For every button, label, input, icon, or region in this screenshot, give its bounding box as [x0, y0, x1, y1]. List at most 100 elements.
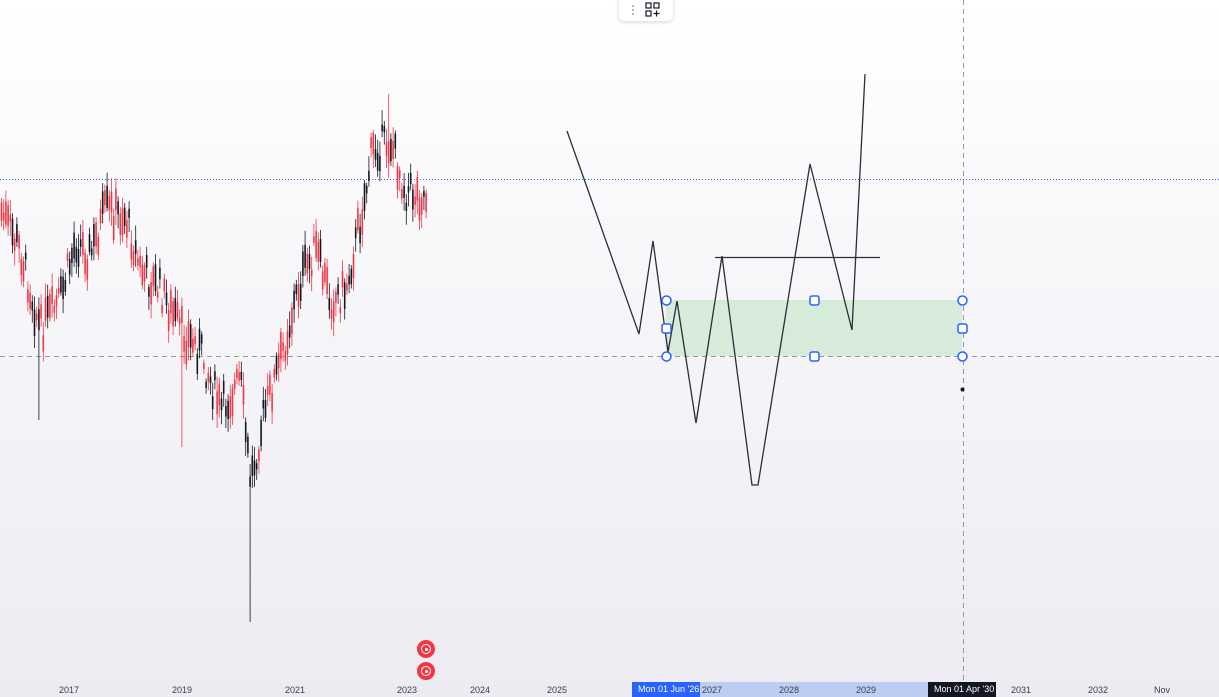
candle-body: [297, 284, 300, 308]
candle-body: [165, 292, 168, 306]
candle-body: [295, 284, 298, 295]
candle-body: [363, 183, 366, 211]
candle-body: [341, 271, 344, 288]
candle-body: [288, 325, 291, 338]
candle-body: [156, 291, 159, 298]
candle-body: [401, 189, 403, 199]
crosshair-point: [960, 387, 965, 392]
candle-body: [218, 384, 221, 406]
candle-body: [123, 207, 126, 227]
alert-icon[interactable]: [417, 662, 435, 680]
candle-body: [357, 207, 359, 231]
candle-body: [200, 334, 203, 344]
alert-icon[interactable]: [417, 640, 435, 658]
time-tick: 2027: [701, 685, 723, 695]
add-to-grid-icon[interactable]: [645, 1, 661, 18]
candle-body: [161, 305, 163, 314]
resize-handle-corner[interactable]: [957, 351, 968, 362]
candle-body: [207, 373, 210, 382]
candle-body: [132, 251, 135, 266]
candle-body: [420, 197, 423, 215]
candle-body: [398, 170, 401, 179]
candle-body: [359, 226, 361, 244]
candle-body: [249, 476, 251, 487]
candle-body: [240, 371, 243, 380]
candle-body: [57, 287, 60, 294]
candle-body: [84, 252, 86, 275]
candle-body: [143, 265, 146, 282]
candle-body: [328, 298, 331, 311]
resize-handle-edge[interactable]: [809, 351, 820, 362]
candle-body: [365, 185, 368, 194]
candle-body: [266, 385, 269, 395]
candle-body: [339, 307, 342, 314]
candle-body: [24, 252, 27, 260]
candle-body: [18, 235, 20, 249]
selected-time-range: [632, 682, 928, 697]
candle-body: [273, 368, 276, 378]
candle-body: [409, 172, 412, 185]
demand-zone-rectangle[interactable]: [666, 300, 962, 356]
candle-body: [20, 258, 23, 276]
candle-body: [2, 212, 5, 221]
candle-body: [95, 222, 97, 247]
range-end-date-label[interactable]: Mon 01 Apr '30: [928, 682, 996, 697]
candle-body: [370, 137, 372, 149]
candle-body: [387, 140, 390, 164]
candle-body: [372, 133, 375, 155]
candle-body: [178, 317, 181, 324]
time-tick: 2032: [1087, 685, 1109, 695]
candle-body: [403, 185, 405, 198]
time-axis[interactable]: 2017 2019 2021 2023 2024 2025 2027 2028 …: [0, 682, 1219, 697]
candle-body: [29, 292, 31, 309]
candle-body: [192, 338, 194, 353]
candle-body: [53, 305, 56, 313]
projection-path-drawing[interactable]: [566, 73, 866, 486]
candle-body: [99, 208, 102, 224]
candle-body: [326, 266, 328, 295]
candle-body: [284, 351, 287, 361]
candle-body: [352, 254, 355, 279]
candle-body: [258, 449, 260, 462]
candle-body: [385, 142, 388, 157]
candle-body: [317, 241, 320, 262]
candle-body: [11, 218, 14, 246]
resize-handle-corner[interactable]: [957, 295, 968, 306]
candle-body: [183, 336, 185, 352]
resize-handle-edge[interactable]: [957, 323, 968, 334]
candle-body: [216, 391, 218, 415]
candle-body: [242, 385, 245, 405]
floating-drawing-toolbar[interactable]: [619, 0, 673, 21]
candle-body: [16, 224, 18, 243]
resize-handle-edge[interactable]: [809, 295, 820, 306]
candle-body: [394, 133, 397, 149]
resize-handle-corner[interactable]: [661, 351, 672, 362]
candle-body: [106, 185, 108, 208]
candle-body: [189, 324, 192, 348]
rectangle-handles[interactable]: [661, 295, 968, 362]
time-tick: 2028: [778, 685, 800, 695]
resize-handle-edge[interactable]: [661, 323, 672, 334]
candle-body: [174, 298, 177, 322]
range-start-date-label[interactable]: Mon 01 Jun '26: [632, 682, 700, 697]
candle-body: [412, 189, 414, 210]
candle-body: [117, 201, 119, 215]
candle-body: [167, 310, 170, 331]
candle-body: [236, 368, 238, 379]
candle-body: [86, 259, 89, 280]
time-tick: 2019: [171, 685, 193, 695]
candle-body: [308, 254, 311, 270]
candle-body: [247, 436, 249, 454]
candle-body: [383, 126, 386, 133]
candle-body: [44, 297, 47, 321]
candle-body: [209, 376, 212, 384]
candle-body: [231, 388, 234, 417]
drag-handle-icon[interactable]: [631, 3, 635, 16]
candle-body: [346, 283, 348, 291]
candle-body: [119, 213, 122, 235]
candle-body: [361, 209, 364, 235]
candle-body: [73, 232, 75, 259]
resize-handle-corner[interactable]: [661, 295, 672, 306]
candle-body: [313, 236, 315, 243]
